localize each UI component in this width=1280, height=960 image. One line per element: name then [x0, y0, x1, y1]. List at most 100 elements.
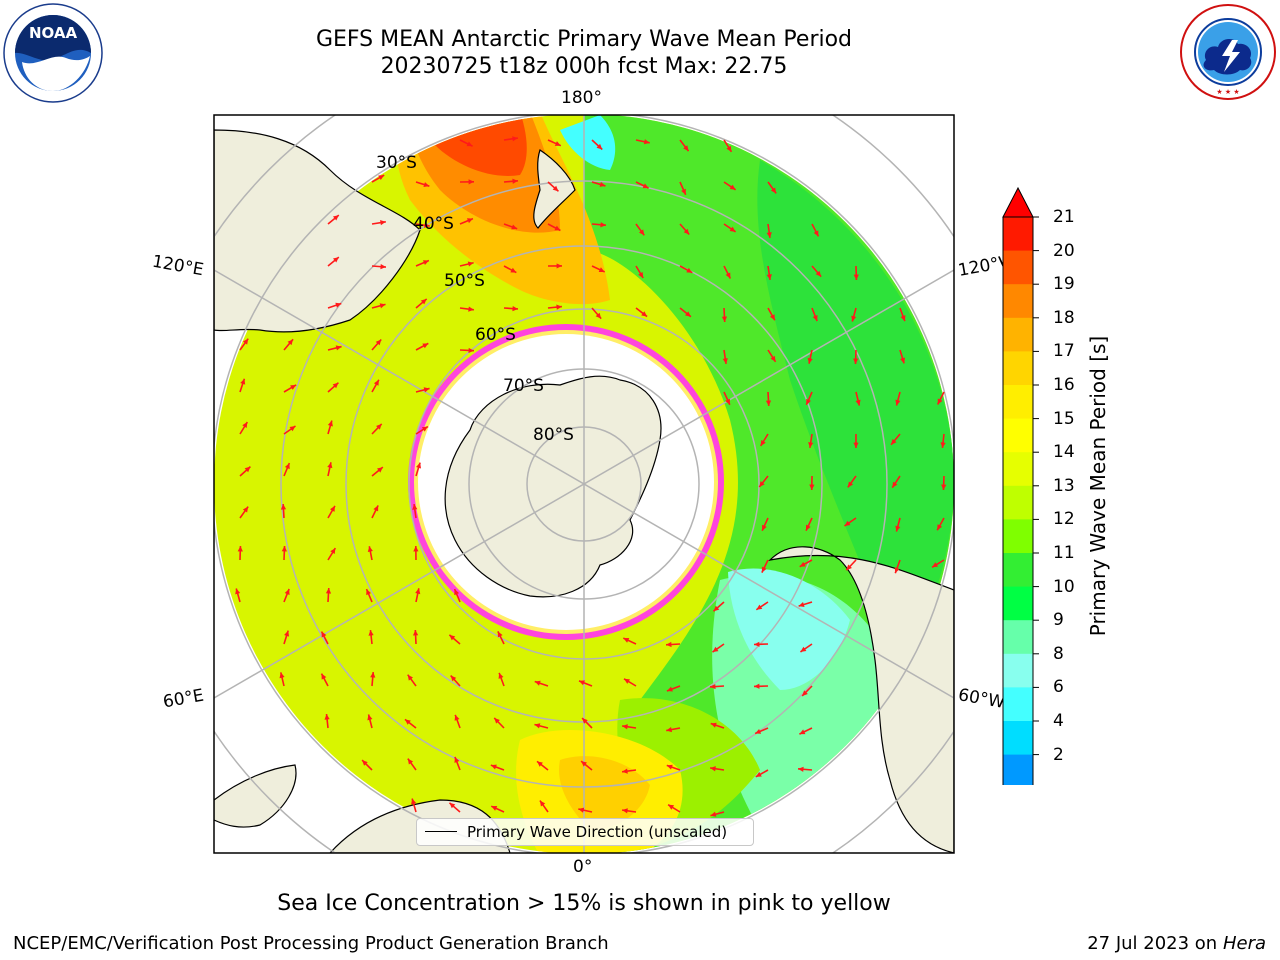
wave-arrow-head [847, 481, 854, 488]
wave-arrow-head [937, 524, 943, 531]
lon-label-0: 0° [573, 857, 593, 877]
wave-arrow-head [642, 183, 649, 189]
colorbar-tick-label: 18 [1053, 307, 1075, 328]
colorbar [1002, 186, 1039, 785]
lat-label-70s: 70°S [503, 376, 544, 396]
wave-arrow-head [761, 566, 767, 573]
colorbar-tick-label: 20 [1053, 240, 1075, 261]
wave-arrow-head [891, 438, 897, 445]
wave-arrow-head [802, 690, 808, 696]
wave-arrow-head [623, 678, 630, 684]
colorbar-tick-label: 2 [1053, 744, 1064, 765]
wave-arrow-head [754, 641, 760, 647]
wave-arrow-head [638, 229, 645, 236]
wave-arrow-head [466, 218, 473, 224]
wave-arrow-head [851, 315, 857, 322]
wave-arrow-head [512, 136, 518, 142]
wave-arrow-head [554, 225, 561, 231]
wave-arrow-head [290, 384, 297, 390]
wave-arrow-head [895, 399, 901, 406]
wave-arrow-head [853, 442, 859, 448]
wave-arrow-head [552, 185, 559, 192]
wave-arrow-head [855, 399, 861, 406]
colorbar-label: Primary Wave Mean Period [s] [1086, 335, 1110, 637]
wave-arrow-head [725, 398, 730, 405]
wave-arrow-head [325, 588, 332, 594]
footer-date-text: 27 Jul 2023 on [1087, 933, 1223, 954]
wave-arrow-head [940, 442, 946, 448]
wave-arrow-head [423, 387, 430, 393]
wave-arrow-head [554, 141, 561, 146]
colorbar-segment [1003, 250, 1033, 285]
wave-arrow-head [765, 400, 772, 406]
wave-arrow-head [373, 379, 379, 386]
colorbar-tick-label: 9 [1053, 610, 1064, 631]
wave-arrow-head [808, 442, 814, 448]
wave-arrow-head [713, 605, 720, 612]
wave-arrow-head [539, 800, 546, 807]
wave-arrow-head [685, 311, 691, 317]
wave-arrow-head [324, 714, 330, 720]
wave-arrow-head [755, 771, 762, 777]
colorbar-tick-label: 10 [1053, 576, 1075, 597]
colorbar-segment [1003, 620, 1033, 655]
wave-arrow-head [581, 761, 587, 767]
wave-arrow-head [490, 764, 497, 770]
colorbar-tick-label: 16 [1053, 375, 1075, 395]
wave-arrow-head [362, 760, 368, 766]
wave-arrow-head [623, 637, 630, 643]
wave-arrow-head [800, 646, 807, 652]
wave-arrow-head [805, 524, 811, 531]
wave-arrow-head [726, 145, 732, 152]
colorbar-segment [1003, 721, 1033, 756]
footer-org: NCEP/EMC/Verification Post Processing Pr… [13, 933, 609, 954]
svg-text:★ ★ ★: ★ ★ ★ [1216, 88, 1239, 96]
wave-arrow-head [806, 398, 811, 405]
wave-arrow-head [449, 634, 456, 641]
wave-arrow-head [846, 564, 852, 571]
wave-arrow-head [666, 641, 672, 648]
wave-arrow-head [284, 588, 290, 595]
wave-arrow-head [497, 631, 503, 638]
legend-label: Primary Wave Direction (unscaled) [467, 823, 728, 841]
wave-arrow-head [815, 270, 822, 277]
wave-arrow-head [407, 674, 414, 681]
wave-arrow-head [638, 272, 644, 279]
wave-arrow-head [242, 506, 249, 513]
graticule [214, 115, 954, 853]
wave-arrow-head [725, 272, 731, 279]
lat-label-30s: 30°S [376, 153, 417, 173]
wave-arrow-head [494, 717, 500, 724]
wave-arrow-head [722, 358, 728, 364]
wave-arrow-head [762, 524, 767, 531]
map-title: GEFS MEAN Antarctic Primary Wave Mean Pe… [315, 27, 853, 52]
wave-arrow-head [380, 264, 386, 270]
wave-arrow-head [799, 561, 806, 567]
wave-arrow-head [556, 263, 562, 269]
wave-arrow-head [766, 274, 772, 280]
wave-arrow-head [379, 303, 386, 309]
wave-arrow-head [844, 520, 851, 526]
colorbar-tick-label: 21 [1053, 207, 1075, 227]
wave-arrow-head [378, 175, 385, 181]
wave-arrow-head [710, 683, 716, 690]
colorbar-segment [1003, 586, 1033, 621]
colorbar-tick-label: 4 [1053, 711, 1064, 731]
wave-arrow-head [681, 188, 686, 195]
wave-arrow-head [799, 729, 806, 735]
wave-arrow-head [892, 481, 898, 488]
wave-arrow-head [415, 588, 421, 595]
wave-arrow-head [641, 311, 648, 317]
wave-arrow-head [284, 630, 290, 637]
wave-arrow-head [237, 546, 243, 552]
colorbar-segment [1003, 754, 1033, 785]
wave-arrow-head [600, 222, 606, 228]
wave-arrow-head [404, 719, 411, 725]
wave-arrow-head [327, 462, 333, 469]
wave-arrow-head [941, 484, 947, 490]
wave-arrow-head [468, 306, 474, 312]
wave-arrow-head [756, 604, 763, 610]
wave-arrow-head [376, 423, 382, 430]
wave-arrow-head [467, 261, 474, 267]
wave-arrow-head [666, 764, 673, 770]
